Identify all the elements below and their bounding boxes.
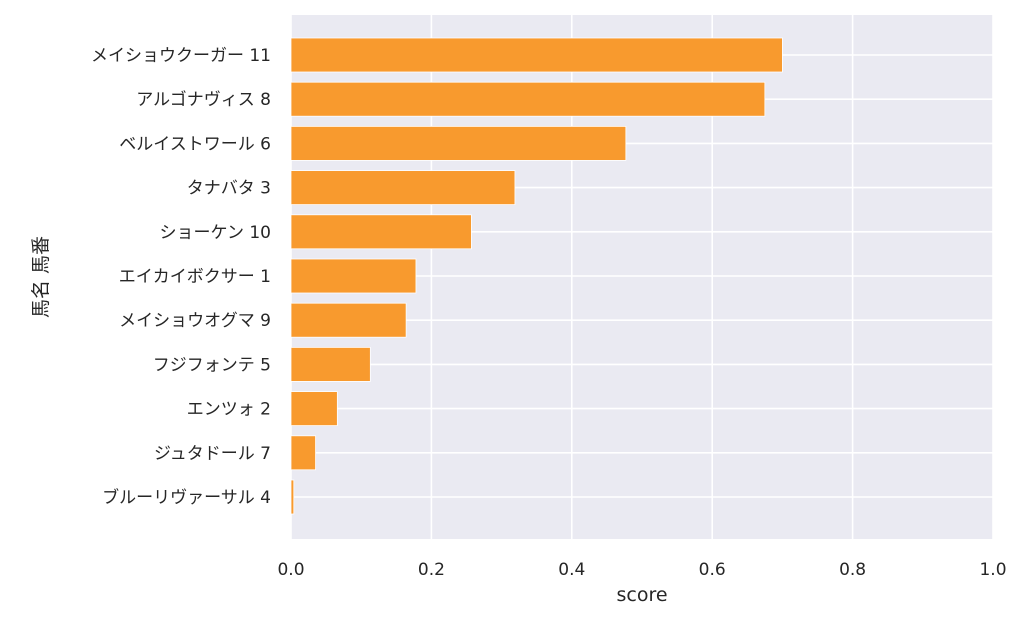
x-tick-label: 0.8 [839, 560, 866, 580]
y-tick-labels: メイショウクーガー 11 アルゴナヴィス 8 ベルイストワール 6 タナバタ 3 ショー… [91, 46, 271, 508]
y-tick-label: ショーケン 10 [159, 223, 271, 243]
y-tick-label: ジュタドール 7 [154, 444, 271, 464]
bar [290, 81, 766, 117]
y-tick-label: メイショウオグマ 9 [119, 311, 271, 331]
bar [290, 346, 371, 382]
bar [290, 435, 316, 471]
bar [290, 258, 417, 294]
y-tick-label: タナバタ 3 [187, 179, 271, 199]
x-tick-label: 0.6 [699, 560, 726, 580]
bar [290, 479, 295, 515]
y-tick-label: アルゴナヴィス 8 [136, 89, 271, 110]
x-axis-label: score [616, 584, 667, 606]
bar [290, 126, 627, 161]
y-tick-label: ブルーリヴァーサル 4 [102, 487, 271, 508]
x-tick-label: 0.0 [277, 560, 304, 580]
bar [290, 214, 472, 250]
y-tick-label: メイショウクーガー 11 [91, 46, 271, 66]
bar [290, 391, 338, 427]
x-tick-label: 0.2 [418, 560, 445, 580]
x-tick-label: 0.4 [558, 560, 585, 580]
y-tick-label: フジフォンテ 5 [153, 355, 271, 375]
bar [290, 302, 407, 338]
x-tick-label: 1.0 [979, 560, 1006, 580]
y-tick-label: エンツォ 2 [187, 400, 271, 420]
x-tick-labels: 0.0 0.2 0.4 0.6 0.8 1.0 [277, 560, 1006, 580]
y-tick-label: エイカイボクサー 1 [119, 267, 271, 287]
y-tick-label: ベルイストワール 6 [119, 134, 271, 154]
y-axis-label: 馬名 馬番 [30, 236, 52, 318]
bar [290, 170, 516, 206]
bar [290, 37, 783, 73]
bars [290, 37, 783, 515]
